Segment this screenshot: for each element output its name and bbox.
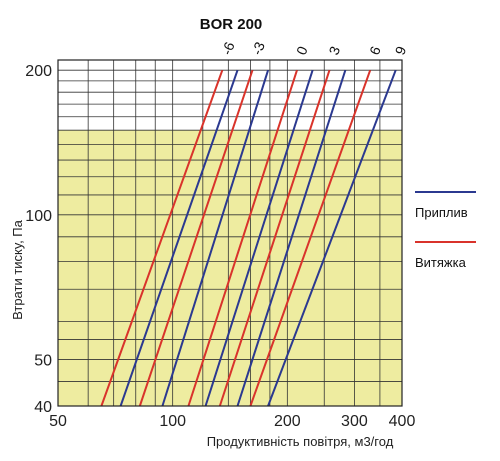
position-label: 3 — [325, 44, 343, 57]
plot-frame — [57, 59, 403, 407]
x-tick-label: 200 — [274, 413, 301, 430]
y-tick-label: 100 — [25, 208, 52, 225]
position-label: 6 — [366, 44, 384, 57]
x-axis-label: Продуктивність повітря, м3/год — [207, 434, 394, 449]
series-layer — [100, 69, 397, 407]
position-label: -3 — [248, 39, 268, 57]
series-line — [138, 69, 254, 407]
position-label: 0 — [293, 44, 311, 57]
position-label: 9 — [392, 44, 410, 57]
x-tick-label: 50 — [49, 413, 67, 430]
series-line — [204, 69, 314, 407]
series-line — [218, 69, 331, 407]
x-tick-label: 400 — [389, 413, 416, 430]
shaded-region — [58, 130, 402, 407]
y-tick-label: 50 — [34, 352, 52, 369]
position-labels: -6 -3 0 3 6 9 — [218, 39, 409, 57]
legend-label: Приплив — [415, 205, 468, 220]
series-line — [187, 69, 298, 407]
y-tick-labels: 40 50 100 200 — [25, 63, 52, 416]
position-label: -6 — [218, 39, 238, 57]
series-line — [161, 69, 270, 407]
y-tick-label: 200 — [25, 63, 52, 80]
series-line — [119, 69, 239, 407]
x-tick-label: 100 — [159, 413, 186, 430]
series-line — [267, 69, 397, 407]
series-line — [249, 69, 372, 407]
series-line — [100, 69, 224, 407]
legend-label: Витяжка — [415, 255, 467, 270]
x-tick-labels: 50 100 200 300 400 — [49, 413, 415, 430]
x-tick-label: 300 — [341, 413, 368, 430]
legend: Приплив Витяжка — [415, 191, 476, 270]
y-tick-label: 40 — [34, 399, 52, 416]
chart-title: BOR 200 — [200, 16, 263, 33]
y-axis-label: Втрати тиску, Па — [10, 219, 25, 320]
series-line — [236, 69, 347, 407]
